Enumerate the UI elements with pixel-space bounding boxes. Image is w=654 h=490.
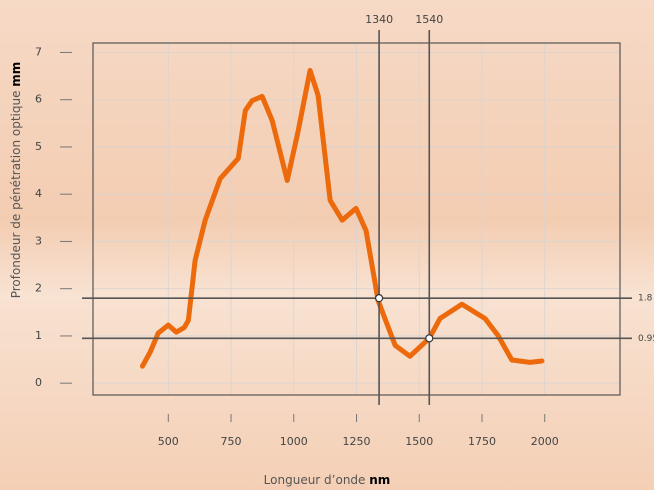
x-tick-label: 1500 bbox=[405, 435, 433, 448]
x-label-text: Longueur d’onde bbox=[264, 473, 366, 487]
x-tick-label: 750 bbox=[221, 435, 242, 448]
reference-hline-label: 1.8 bbox=[638, 294, 653, 304]
y-tick-label: 7 bbox=[35, 45, 42, 58]
y-tick-label: 3 bbox=[35, 234, 42, 247]
plot-frame bbox=[92, 42, 621, 396]
y-tick-label: 5 bbox=[35, 140, 42, 153]
reference-vline-label: 1540 bbox=[415, 13, 443, 26]
reference-hline-label: 0.95 bbox=[638, 334, 654, 344]
intersection-point bbox=[374, 294, 384, 303]
y-tick-label: 4 bbox=[35, 187, 42, 200]
y-tick-label: 6 bbox=[35, 93, 42, 106]
y-tick-label: 0 bbox=[35, 376, 42, 389]
y-tick-label: 2 bbox=[35, 282, 42, 295]
y-tick-label: 1 bbox=[35, 329, 42, 342]
y-label-text: Profondeur de pénétration optique bbox=[9, 91, 23, 299]
y-axis-label: Profondeur de pénétration optique mm bbox=[9, 62, 23, 299]
y-label-unit: mm bbox=[9, 62, 23, 87]
x-axis-label: Longueur d’onde nm bbox=[264, 473, 391, 487]
x-tick-label: 2000 bbox=[531, 435, 559, 448]
x-tick-label: 1000 bbox=[280, 435, 308, 448]
x-tick-label: 1250 bbox=[343, 435, 371, 448]
x-label-unit: nm bbox=[369, 473, 390, 487]
x-tick-label: 1750 bbox=[468, 435, 496, 448]
intersection-point bbox=[425, 334, 434, 343]
x-tick-label: 500 bbox=[158, 435, 179, 448]
reference-vline-label: 1340 bbox=[365, 13, 393, 26]
data-line bbox=[139, 67, 545, 369]
